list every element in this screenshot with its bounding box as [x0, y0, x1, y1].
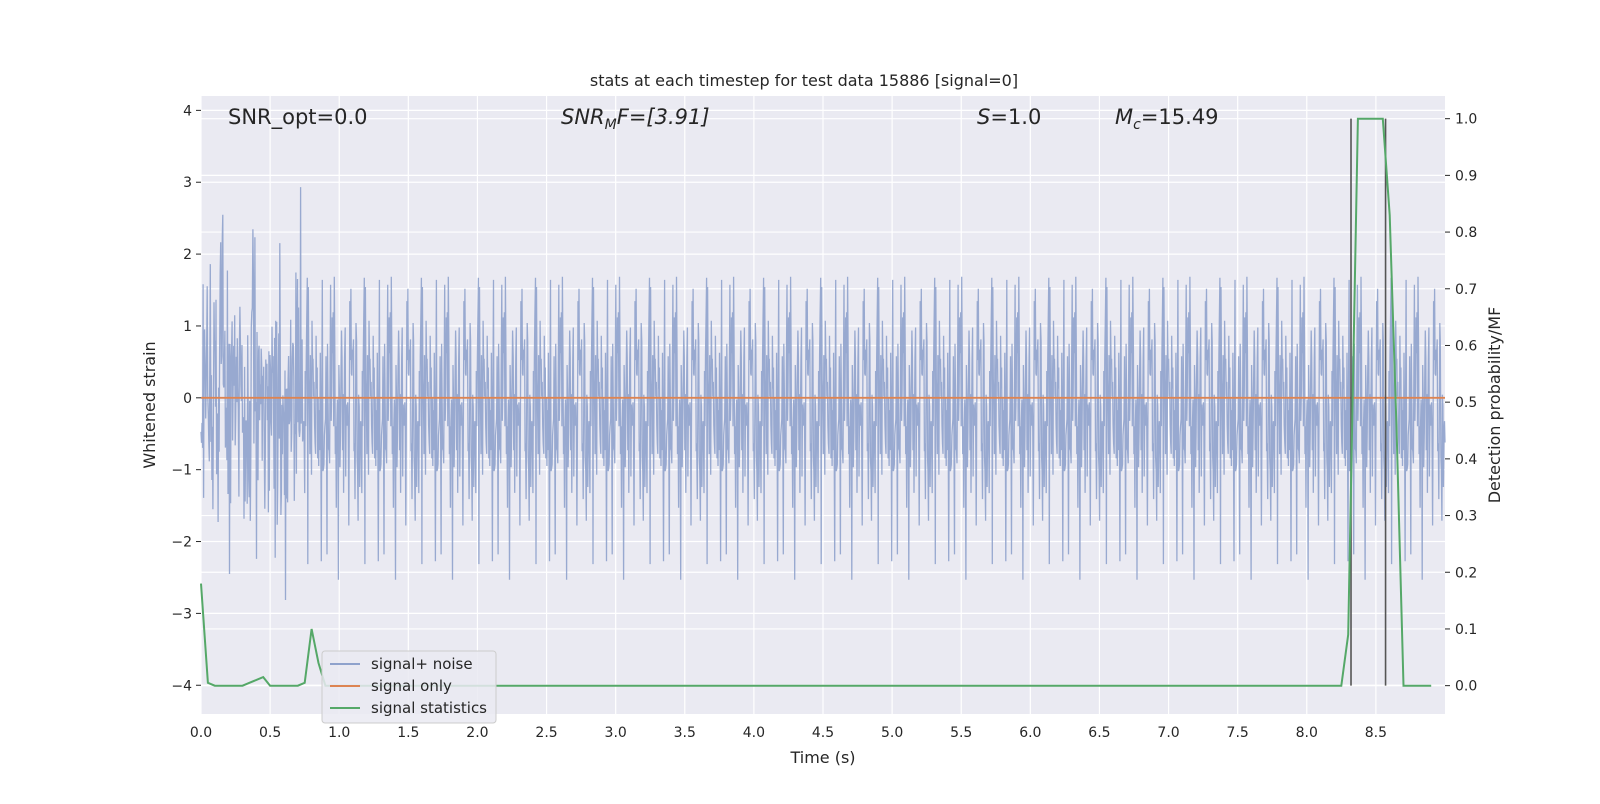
- annotation-snr-mf: SNRMF=[3.91]: [561, 105, 710, 133]
- y-tick-label: 4: [183, 103, 192, 119]
- y-right-tick-label: 0.7: [1455, 282, 1477, 298]
- y-right-tick-label: 0.3: [1455, 509, 1477, 525]
- annotation-mc-value: =15.49: [1141, 105, 1219, 129]
- line-signal-statistics: [200, 117, 1432, 687]
- series-signal-statistics: [200, 117, 1432, 687]
- legend-box: [321, 650, 497, 724]
- annotation-s-symbol: S: [977, 105, 990, 129]
- y-right-tick-label: 0.6: [1455, 338, 1477, 354]
- annotation-mc: Mc=15.49: [1115, 105, 1219, 133]
- y-tick-label: 0: [183, 391, 192, 407]
- y-tick-label: −2: [171, 535, 192, 551]
- annotation-snr-opt: SNR_opt=0.0: [228, 105, 368, 130]
- line-signal-noise: [200, 187, 1446, 601]
- y-tick-label: −1: [171, 463, 192, 479]
- x-tick-label: 2.5: [535, 725, 557, 741]
- series-signal-noise: [200, 187, 1446, 601]
- annotation-snr-mf-value: F=[3.91]: [617, 105, 710, 129]
- x-tick-label: 0.5: [259, 725, 281, 741]
- x-tick-label: 4.5: [812, 725, 834, 741]
- annotation-mc-subscript: c: [1133, 117, 1141, 133]
- y-tick-label: 3: [183, 175, 192, 191]
- y-axis-right-title: Detection probability/MF: [1485, 307, 1504, 504]
- y-right-tick-label: 0.2: [1455, 565, 1477, 581]
- x-tick-label: 6.0: [1019, 725, 1041, 741]
- y-right-tick-label: 0.1: [1455, 622, 1477, 638]
- annotation-snr-mf-symbol: SNR: [561, 105, 605, 129]
- x-axis-title: Time (s): [789, 748, 855, 767]
- x-tick-label: 8.5: [1365, 725, 1387, 741]
- y-right-tick-label: 0.0: [1455, 679, 1477, 695]
- y-right-tick-label: 1.0: [1455, 112, 1477, 128]
- x-tick-label: 3.5: [674, 725, 696, 741]
- y-tick-label: 2: [183, 247, 192, 263]
- y-right-tick-label: 0.5: [1455, 395, 1477, 411]
- x-tick-label: 5.5: [950, 725, 972, 741]
- tick-labels: 0.0 0.5 1.0 1.5 2.0 2.5 3.0 3.5 4.0 4.5 5.0 5.5 6.0 6…: [171, 103, 1477, 741]
- x-tick-label: 7.5: [1227, 725, 1249, 741]
- annotation-snr-mf-subscript: M: [605, 117, 617, 133]
- y-right-tick-label: 0.8: [1455, 225, 1477, 241]
- legend-label-signal-statistics: signal statistics: [371, 699, 487, 717]
- vertical-markers: [1350, 118, 1387, 686]
- y-tick-label: −4: [171, 678, 192, 694]
- x-tick-label: 4.0: [743, 725, 765, 741]
- x-tick-label: 8.0: [1296, 725, 1318, 741]
- y-right-tick-label: 0.9: [1455, 168, 1477, 184]
- x-tick-label: 0.0: [190, 725, 212, 741]
- annotation-s: S=1.0: [977, 105, 1041, 129]
- y-right-tick-label: 0.4: [1455, 452, 1477, 468]
- x-tick-label: 3.0: [605, 725, 627, 741]
- annotation-mc-symbol: M: [1115, 105, 1133, 129]
- legend: signal+ noise signal only signal statist…: [321, 650, 497, 724]
- legend-label-signal-noise: signal+ noise: [371, 655, 473, 673]
- chart-title: stats at each timestep for test data 158…: [590, 71, 1018, 90]
- y-axis-title: Whitened strain: [140, 341, 159, 468]
- y-tick-label: 1: [183, 319, 192, 335]
- x-tick-label: 2.0: [466, 725, 488, 741]
- legend-label-signal-only: signal only: [371, 677, 452, 695]
- x-tick-label: 1.5: [397, 725, 419, 741]
- annotation-s-value: =1.0: [990, 105, 1041, 129]
- y-tick-label: −3: [171, 606, 192, 622]
- x-tick-label: 6.5: [1088, 725, 1110, 741]
- x-tick-label: 5.0: [881, 725, 903, 741]
- x-tick-label: 7.0: [1157, 725, 1179, 741]
- x-tick-label: 1.0: [328, 725, 350, 741]
